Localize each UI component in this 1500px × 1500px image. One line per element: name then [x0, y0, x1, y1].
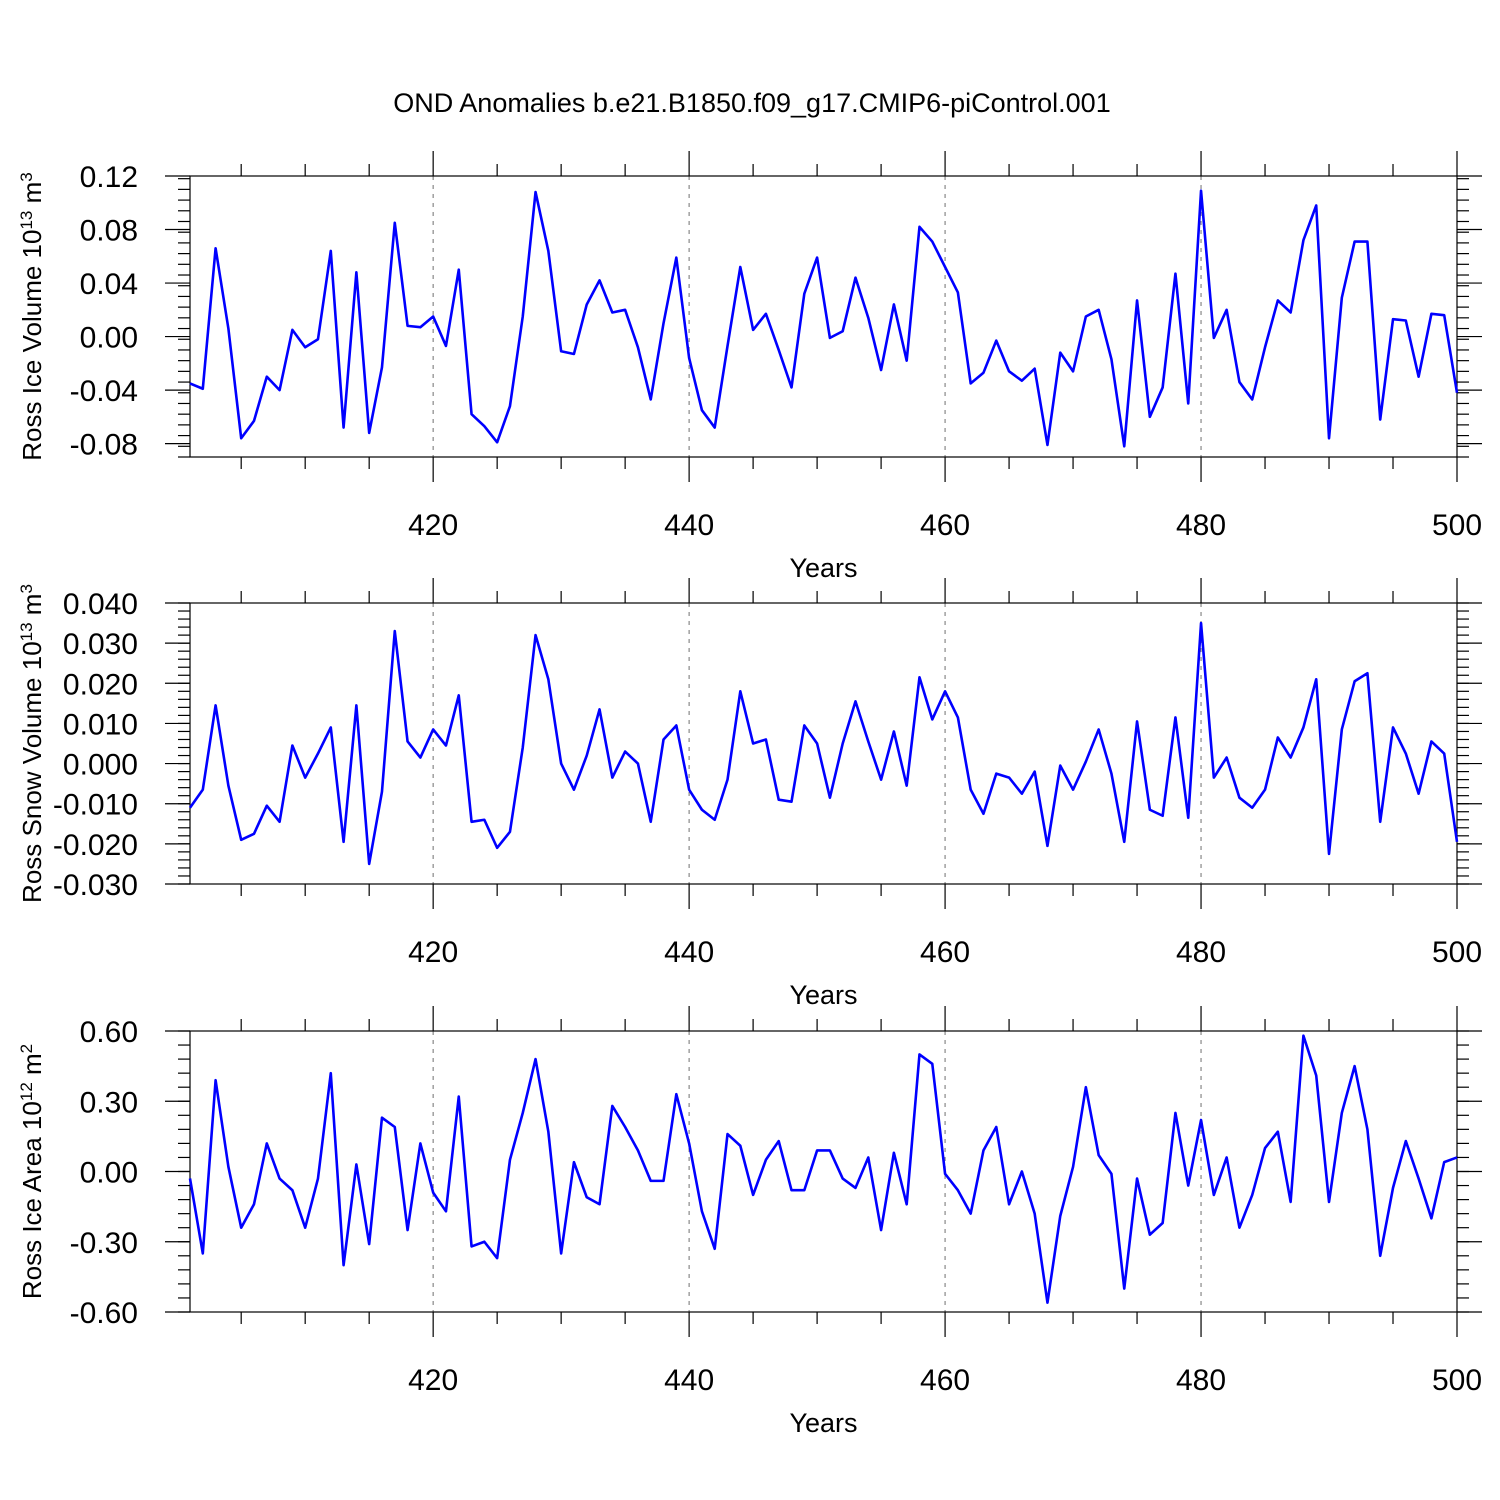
- x-tick-label: 480: [1176, 1364, 1226, 1397]
- y-tick-label: 0.010: [63, 708, 138, 741]
- y-tick-label: 0.020: [63, 668, 138, 701]
- y-axis-label: Ross Ice Volume 1013 m3: [17, 172, 47, 461]
- x-tick-label: 420: [408, 509, 458, 542]
- x-axis-label: Years: [789, 553, 857, 583]
- data-series-line: [189, 189, 1459, 448]
- y-tick-label: 0.04: [80, 268, 138, 301]
- x-tick-label: 440: [664, 509, 714, 542]
- y-tick-label: 0.030: [63, 628, 138, 661]
- x-tick-label: 500: [1432, 509, 1482, 542]
- x-tick-label: 420: [408, 1364, 458, 1397]
- y-axis-label: Ross Ice Area 1012 m2: [17, 1044, 47, 1299]
- y-tick-label: -0.30: [70, 1227, 138, 1260]
- y-tick-label: 0.040: [63, 588, 138, 621]
- x-tick-label: 460: [920, 509, 970, 542]
- figure-title: OND Anomalies b.e21.B1850.f09_g17.CMIP6-…: [393, 88, 1110, 118]
- plot-frame: [189, 602, 1458, 885]
- x-tick-label: 440: [664, 1364, 714, 1397]
- x-tick-label: 480: [1176, 509, 1226, 542]
- x-tick-label: 420: [408, 936, 458, 969]
- y-tick-label: 0.00: [80, 1157, 138, 1190]
- y-tick-label: 0.12: [80, 161, 138, 194]
- data-series-line: [188, 621, 1459, 866]
- data-series-line: [188, 1034, 1458, 1304]
- y-tick-label: -0.030: [53, 869, 138, 902]
- x-tick-label: 500: [1432, 1364, 1482, 1397]
- x-tick-label: 500: [1432, 936, 1482, 969]
- y-axis-label: Ross Snow Volume 1013 m3: [17, 584, 47, 903]
- panel-ross-snow-volume: -0.030 -0.020 -0.010 0.000 0.010 0.020 0.030 0.…: [17, 578, 1482, 1010]
- x-axis-label: Years: [789, 980, 857, 1010]
- y-tick-label: -0.010: [53, 789, 138, 822]
- panel-ross-ice-area: -0.60 -0.30 0.00 0.30 0.60 420 440 460 480 500 Yea…: [17, 1006, 1482, 1438]
- panel-ross-ice-volume: -0.08 -0.04 0.00 0.04 0.08 0.12 420 440 460 480 50…: [17, 151, 1482, 583]
- x-axis-label: Years: [789, 1408, 857, 1438]
- x-tick-label: 480: [1176, 936, 1226, 969]
- plot-frame: [189, 1030, 1458, 1313]
- x-tick-label: 460: [920, 1364, 970, 1397]
- y-tick-label: -0.08: [70, 429, 138, 462]
- y-tick-label: 0.08: [80, 215, 138, 248]
- x-tick-label: 440: [664, 936, 714, 969]
- y-tick-label: 0.000: [63, 749, 138, 782]
- y-tick-label: -0.04: [70, 375, 138, 408]
- x-tick-label: 460: [920, 936, 970, 969]
- plot-frame: [189, 175, 1458, 458]
- y-tick-label: 0.60: [80, 1016, 138, 1049]
- y-tick-label: -0.60: [70, 1297, 138, 1330]
- y-tick-label: 0.00: [80, 322, 138, 355]
- y-tick-label: -0.020: [53, 829, 138, 862]
- y-tick-label: 0.30: [80, 1086, 138, 1119]
